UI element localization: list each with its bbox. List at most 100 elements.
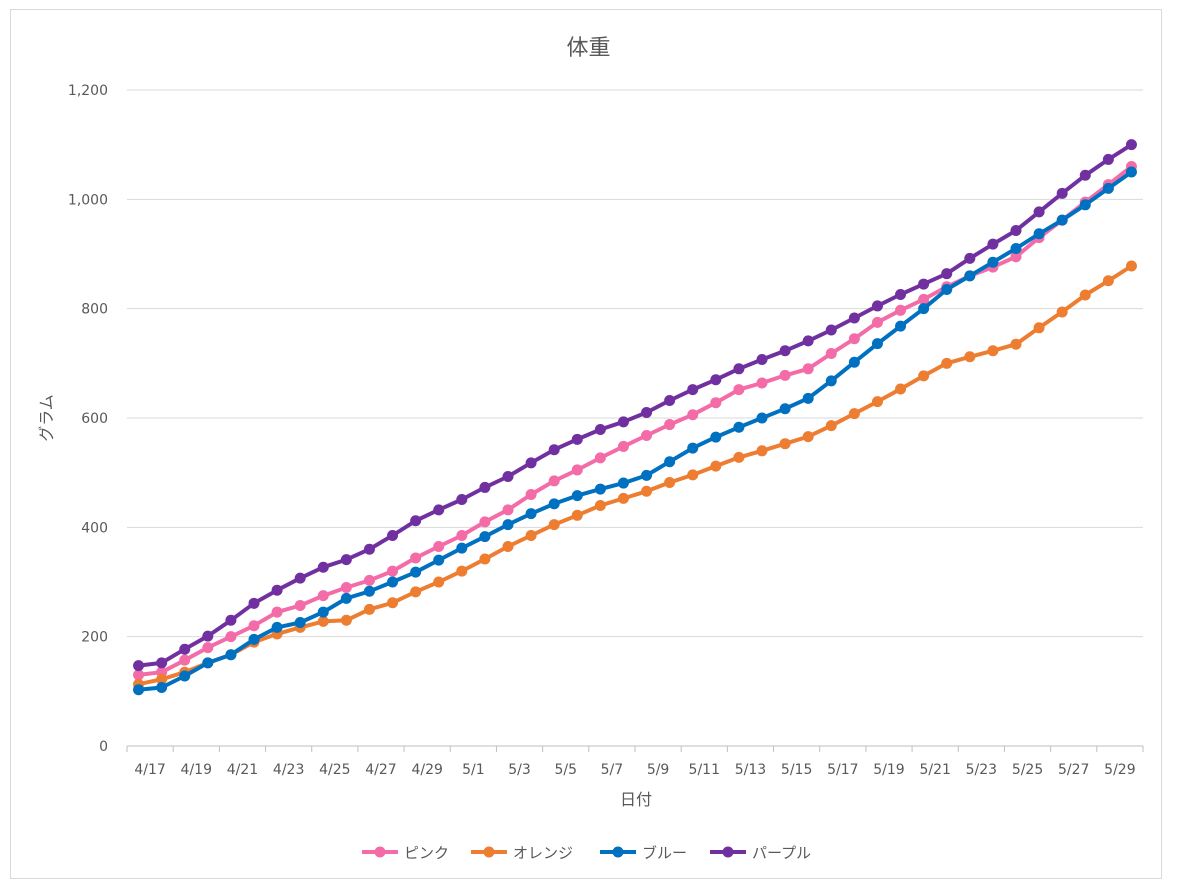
data-point [641, 429, 653, 441]
data-point [733, 421, 745, 433]
data-point [571, 464, 583, 476]
x-tick-label: 5/13 [735, 762, 766, 778]
data-point [941, 284, 953, 296]
x-tick-label: 5/27 [1058, 762, 1089, 778]
data-point [571, 490, 583, 502]
data-point [687, 469, 699, 481]
data-point [802, 335, 814, 347]
data-point [594, 483, 606, 495]
data-point [756, 412, 768, 424]
y-tick-label: 400 [81, 520, 108, 536]
data-point [1010, 338, 1022, 350]
series-4 [133, 139, 1137, 672]
data-point [317, 561, 329, 573]
data-point [964, 270, 976, 282]
data-point [710, 460, 722, 472]
x-tick-label: 4/23 [273, 762, 304, 778]
data-point [1033, 228, 1045, 240]
data-point [156, 673, 168, 685]
x-tick-label: 5/9 [647, 762, 670, 778]
data-point [687, 409, 699, 421]
data-point [617, 440, 629, 452]
data-point [617, 492, 629, 504]
data-point [248, 620, 260, 632]
x-tick-label: 5/7 [601, 762, 624, 778]
x-tick-label: 5/19 [873, 762, 904, 778]
data-point [248, 633, 260, 645]
data-point [779, 438, 791, 450]
data-point [387, 565, 399, 577]
y-tick-label: 1,000 [68, 192, 108, 208]
data-point [525, 457, 537, 469]
data-point [248, 597, 260, 609]
series-2 [133, 260, 1137, 690]
data-point [340, 614, 352, 626]
x-axis: 4/17 4/19 4/21 4/23 4/25 4/27 4/29 5/1 5/3 5/5 5/7… [126, 745, 1144, 778]
data-point [363, 585, 375, 597]
data-point [825, 324, 837, 336]
legend: ピンク オレンジ ブルー パープル [362, 844, 811, 862]
data-point [410, 566, 422, 578]
data-point [202, 657, 214, 669]
data-point [294, 600, 306, 612]
legend-label: パープル [752, 844, 811, 862]
data-point [548, 444, 560, 456]
x-tick-label: 4/21 [227, 762, 258, 778]
data-point [410, 552, 422, 564]
data-point [710, 431, 722, 443]
data-point [779, 345, 791, 357]
data-point [340, 592, 352, 604]
x-tick-label: 4/27 [365, 762, 396, 778]
legend-label: オレンジ [513, 844, 573, 862]
series-line [138, 164, 1133, 677]
legend-label: ブルー [642, 844, 687, 862]
data-point [1056, 214, 1068, 226]
x-tick-label: 5/17 [827, 762, 858, 778]
data-point [710, 397, 722, 409]
data-point [664, 456, 676, 468]
data-point [179, 670, 191, 682]
data-point [571, 509, 583, 521]
data-point [1010, 243, 1022, 255]
data-point [594, 499, 606, 511]
data-point [848, 356, 860, 368]
data-point [1079, 199, 1091, 211]
data-point [502, 504, 514, 516]
data-point [779, 369, 791, 381]
data-point [340, 554, 352, 566]
data-point [479, 531, 491, 543]
data-point [1056, 306, 1068, 318]
data-point [363, 543, 375, 555]
data-point [710, 374, 722, 386]
data-point [895, 383, 907, 395]
legend-swatch-marker [722, 846, 734, 858]
chart-title: 体重 [566, 36, 611, 61]
data-point [733, 363, 745, 375]
x-tick-label: 5/15 [781, 762, 812, 778]
x-tick-label: 4/19 [181, 762, 212, 778]
data-point [733, 384, 745, 396]
data-point [802, 363, 814, 375]
data-point [271, 606, 283, 618]
data-point [317, 590, 329, 602]
data-point [987, 345, 999, 357]
data-point [848, 408, 860, 420]
data-point [202, 642, 214, 654]
x-tick-label: 5/3 [508, 762, 531, 778]
data-point [363, 603, 375, 615]
data-point [848, 312, 860, 324]
y-axis-tick-labels: 0 200 400 600 800 1,000 1,200 [68, 83, 108, 755]
data-point [456, 542, 468, 554]
legend-swatch-marker [483, 846, 495, 858]
data-point [410, 515, 422, 527]
data-point [271, 621, 283, 633]
data-point [502, 470, 514, 482]
data-point [1125, 139, 1137, 151]
data-point [1102, 182, 1114, 194]
data-point [1102, 153, 1114, 165]
data-point [479, 516, 491, 528]
data-point [456, 565, 468, 577]
data-point [225, 649, 237, 661]
gridlines [127, 89, 1143, 638]
data-point [271, 584, 283, 596]
